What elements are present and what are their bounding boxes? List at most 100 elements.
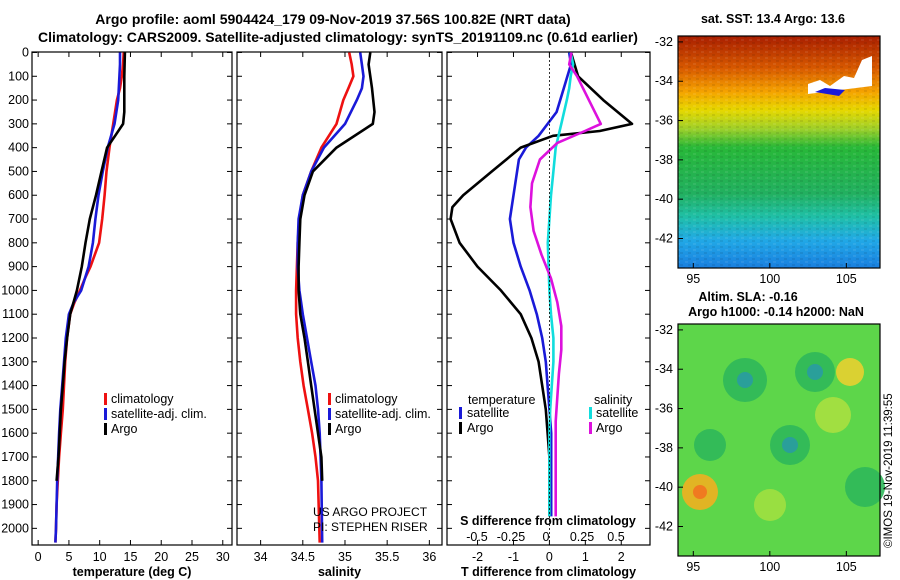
legend-swatch xyxy=(104,408,107,420)
legend-label: satellite xyxy=(467,406,509,420)
x-tick-label: 25 xyxy=(185,550,199,564)
map-sst-frame xyxy=(677,35,881,269)
sla-map-title-2: Argo h1000: -0.14 h2000: NaN xyxy=(688,305,864,319)
sst-map: -32 -34 -36 -38 -40 -42 95 100 105 xyxy=(655,35,881,286)
lon-tick-label: 100 xyxy=(759,272,780,286)
x-tick-label: 0 xyxy=(35,550,42,564)
sst-texture xyxy=(678,36,880,268)
sla-low-core xyxy=(807,364,823,380)
depth-tick-label: 1100 xyxy=(2,307,29,321)
difference-panel: -2 -1 0 1 2T difference from climatology temp… xyxy=(446,51,651,579)
legend-swatch xyxy=(104,393,107,405)
x-tick-label: 35 xyxy=(338,550,352,564)
lon-tick-label: 105 xyxy=(836,560,857,574)
depth-tick-label: 200 xyxy=(8,93,29,107)
missing-data-patch xyxy=(808,56,872,94)
temperature-xlabel: temperature (deg C) xyxy=(73,565,192,579)
legend-label: Argo xyxy=(467,421,493,435)
depth-tick-label: 2000 xyxy=(1,521,29,535)
sla-low-core xyxy=(737,372,753,388)
sla-anomaly-blob xyxy=(836,358,864,386)
lat-tick-label: -40 xyxy=(655,192,673,206)
lat-tick-label: -40 xyxy=(655,480,673,494)
legend-label: Argo xyxy=(335,422,361,436)
depth-tick-label: 900 xyxy=(8,260,29,274)
depth-tick-label: 1200 xyxy=(1,331,29,345)
x-tick-label: 20 xyxy=(154,550,168,564)
sst-map-title: sat. SST: 13.4 Argo: 13.6 xyxy=(701,12,845,26)
legend-title-salinity: salinity xyxy=(594,393,633,407)
lat-tick-label: -42 xyxy=(655,232,673,246)
cloud-edge-patch xyxy=(815,88,845,96)
legend-label: Argo xyxy=(111,422,137,436)
depth-tick-label: 1900 xyxy=(1,498,29,512)
depth-tick-label: 1300 xyxy=(1,355,29,369)
salinity-xlabel: salinity xyxy=(318,565,361,579)
lon-tick-label: 95 xyxy=(686,560,700,574)
legend-label: climatology xyxy=(335,392,398,406)
depth-tick-label: 700 xyxy=(8,212,29,226)
x-tick-label: 36 xyxy=(422,550,436,564)
series-s-satellite xyxy=(546,52,575,517)
lat-tick-label: -42 xyxy=(655,520,673,534)
x-tick-label: 35.5 xyxy=(375,550,399,564)
legend-swatch xyxy=(589,422,592,434)
legend-label: Argo xyxy=(596,421,622,435)
imos-credit: ©IMOS 19-Nov-2019 11:39:55 xyxy=(883,393,895,548)
lat-tick-label: -32 xyxy=(655,323,673,337)
sla-map: -32 -34 -36 -38 -40 -42 95 100 105 xyxy=(655,323,885,574)
lat-tick-label: -34 xyxy=(655,74,673,88)
lat-tick-label: -36 xyxy=(655,114,673,128)
sla-low-core xyxy=(782,437,798,453)
salinity-diff-tick-label: -0.25 xyxy=(497,530,526,544)
depth-tick-label: 1600 xyxy=(1,426,29,440)
lat-tick-label: -34 xyxy=(655,362,673,376)
series-s-argo xyxy=(529,52,603,517)
project-label: US ARGO PROJECT xyxy=(313,505,428,519)
series-argo xyxy=(297,52,376,481)
lat-tick-label: -32 xyxy=(655,35,673,49)
legend-swatch xyxy=(589,407,592,419)
lat-tick-label: -38 xyxy=(655,441,673,455)
legend-label: climatology xyxy=(111,392,174,406)
depth-tick-label: 0 xyxy=(22,45,29,59)
temperature-frame xyxy=(31,51,233,546)
pi-label: PI: STEPHEN RISER xyxy=(313,520,428,534)
legend-title-temperature: temperature xyxy=(468,393,535,407)
x-tick-label: 2 xyxy=(618,550,625,564)
salinity-diff-tick-label: -0.5 xyxy=(466,530,488,544)
salinity-panel: 34 34.5 35 35.5 36 salinity climatologysatelli… xyxy=(236,51,443,579)
series-t-argo xyxy=(449,52,634,517)
series-satellite-adj-clim- xyxy=(296,52,365,543)
lat-tick-label: -38 xyxy=(655,153,673,167)
legend-label: satellite-adj. clim. xyxy=(335,407,431,421)
depth-tick-label: 1000 xyxy=(1,283,29,297)
title-line-1: Argo profile: aoml 5904424_179 09-Nov-20… xyxy=(95,11,570,27)
lon-tick-label: 105 xyxy=(836,272,857,286)
temperature-panel: 0100200300400500600700800900100011001200… xyxy=(1,45,233,579)
x-tick-label: 34 xyxy=(254,550,268,564)
project-annotation: US ARGO PROJECT PI: STEPHEN RISER xyxy=(313,505,428,534)
legend-swatch xyxy=(328,408,331,420)
depth-tick-label: 100 xyxy=(8,69,29,83)
x-tick-label: 15 xyxy=(124,550,138,564)
legend-label: satellite xyxy=(596,406,638,420)
salinity-diff-axis-title: S difference from climatology xyxy=(460,514,636,528)
x-tick-label: 34.5 xyxy=(291,550,315,564)
legend-swatch xyxy=(328,423,331,435)
x-tick-label: 1 xyxy=(582,550,589,564)
depth-tick-label: 1800 xyxy=(1,474,29,488)
x-tick-label: 10 xyxy=(93,550,107,564)
depth-tick-label: 1700 xyxy=(1,450,29,464)
x-tick-label: -1 xyxy=(508,550,519,564)
salinity-diff-tick-label: 0.5 xyxy=(607,530,624,544)
sla-anomaly-blob xyxy=(694,429,726,461)
depth-tick-label: 500 xyxy=(8,164,29,178)
x-tick-label: -2 xyxy=(472,550,483,564)
legend-swatch xyxy=(104,423,107,435)
map-sla-frame xyxy=(677,323,881,557)
series-argo xyxy=(55,52,127,481)
x-tick-label: 30 xyxy=(216,550,230,564)
salinity-diff-tick-label: 0.25 xyxy=(570,530,594,544)
